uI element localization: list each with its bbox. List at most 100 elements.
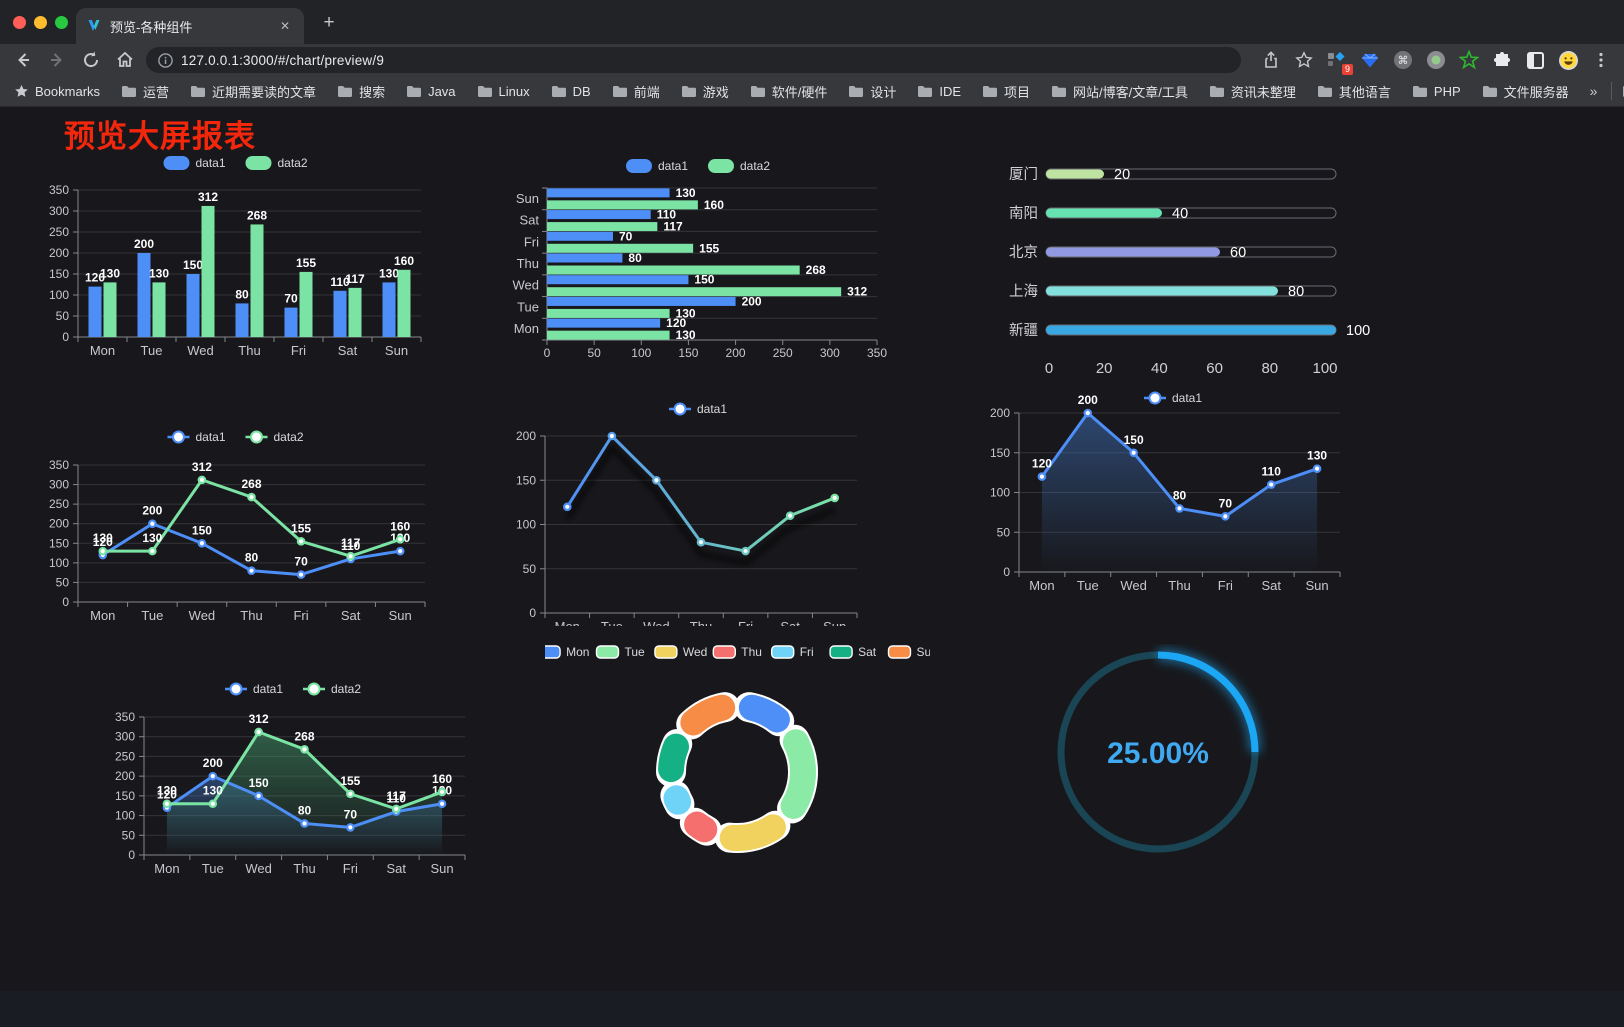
data-point bbox=[197, 475, 207, 485]
close-window-button[interactable] bbox=[13, 16, 26, 29]
value-label: 155 bbox=[340, 774, 360, 788]
folder-icon bbox=[1482, 85, 1497, 97]
bookmark-star-icon[interactable] bbox=[1291, 48, 1317, 72]
bookmark-folder[interactable]: 网站/博客/文章/工具 bbox=[1051, 82, 1188, 101]
value-label: 130 bbox=[1307, 449, 1327, 463]
x-tick-label: 300 bbox=[820, 346, 840, 360]
x-tick-label: 150 bbox=[678, 346, 698, 360]
legend-item[interactable]: data1 bbox=[163, 156, 226, 170]
legend-item[interactable]: Mon bbox=[537, 645, 589, 659]
line-series: 130 130 312 268 155 117 160 bbox=[93, 460, 411, 561]
data-point bbox=[346, 789, 355, 799]
legend-item[interactable]: Wed bbox=[654, 645, 707, 659]
bookmark-folder-label: 网站/博客/文章/工具 bbox=[1073, 84, 1188, 100]
bar bbox=[547, 188, 670, 198]
bookmark-folder[interactable]: 项目 bbox=[982, 82, 1030, 101]
bookmark-folder-label: 项目 bbox=[1004, 84, 1031, 100]
legend-label: data2 bbox=[740, 159, 770, 173]
bookmark-folder[interactable]: 近期需要读的文章 bbox=[190, 82, 316, 101]
sidebar-panel-icon[interactable] bbox=[1522, 48, 1548, 72]
value-label: 312 bbox=[198, 190, 218, 204]
bar bbox=[547, 318, 661, 328]
extension-tampermonkey-icon[interactable]: 9 bbox=[1324, 48, 1353, 75]
bookmark-folder[interactable]: 搜索 bbox=[337, 82, 385, 101]
bookmarks-overflow-chevron[interactable]: » bbox=[1589, 83, 1598, 99]
extension-gem-icon[interactable] bbox=[1357, 48, 1383, 72]
legend-item[interactable]: data2 bbox=[708, 159, 770, 173]
bookmark-folder[interactable]: 文件服务器 bbox=[1482, 82, 1569, 101]
zoom-window-button[interactable] bbox=[55, 16, 68, 29]
y-tick-label: 50 bbox=[56, 575, 70, 589]
value-label: 150 bbox=[1124, 433, 1144, 447]
legend-item[interactable]: Thu bbox=[712, 645, 762, 659]
legend-item[interactable]: data1 bbox=[669, 402, 727, 416]
legend-item[interactable]: Sun bbox=[887, 645, 938, 659]
legend-item[interactable]: data2 bbox=[245, 430, 304, 444]
bookmarks-manager[interactable]: Bookmarks bbox=[14, 84, 100, 99]
legend-item[interactable]: Sat bbox=[829, 645, 877, 659]
data-point bbox=[148, 519, 157, 529]
extension-dot-icon[interactable] bbox=[1423, 48, 1449, 72]
browser-tab[interactable]: 预览-各种组件 ✕ bbox=[76, 8, 304, 44]
bookmark-folder[interactable]: 软件/硬件 bbox=[750, 82, 827, 101]
forward-button[interactable] bbox=[44, 47, 70, 73]
line-series bbox=[562, 431, 840, 567]
bookmark-folder[interactable]: Java bbox=[406, 84, 456, 99]
value-label: 70 bbox=[294, 555, 308, 569]
extension-command-icon[interactable]: ⌘ bbox=[1390, 48, 1416, 72]
bookmark-folder[interactable]: DB bbox=[551, 84, 591, 99]
bookmark-folder[interactable]: PHP bbox=[1412, 84, 1461, 99]
address-bar[interactable]: 127.0.0.1:3000/#/chart/preview/9 bbox=[146, 47, 1241, 73]
legend-item[interactable]: Fri bbox=[770, 645, 814, 659]
legend-item[interactable]: data2 bbox=[245, 156, 308, 170]
bookmark-folder[interactable]: 游戏 bbox=[681, 82, 729, 101]
legend-item[interactable]: data1 bbox=[167, 430, 226, 444]
bookmark-folder[interactable]: 前端 bbox=[612, 82, 660, 101]
data-point bbox=[1312, 464, 1322, 473]
bookmark-folder[interactable]: 运营 bbox=[121, 82, 169, 101]
bookmark-folder[interactable]: 资讯未整理 bbox=[1209, 82, 1296, 101]
data-point bbox=[254, 791, 263, 801]
legend-item[interactable]: data1 bbox=[626, 159, 688, 173]
browser-menu-icon[interactable] bbox=[1588, 48, 1614, 72]
tab-title: 预览-各种组件 bbox=[110, 19, 193, 35]
tab-close-icon[interactable]: ✕ bbox=[279, 19, 291, 33]
site-info-icon[interactable] bbox=[158, 52, 173, 68]
new-tab-button[interactable]: + bbox=[323, 12, 335, 33]
bookmark-folder[interactable]: IDE bbox=[917, 84, 961, 99]
x-tick-label: Mon bbox=[555, 619, 580, 626]
progress-fill bbox=[1046, 208, 1162, 218]
y-tick-label: 200 bbox=[49, 517, 69, 531]
home-button[interactable] bbox=[112, 47, 138, 73]
y-tick-label: 350 bbox=[115, 710, 135, 724]
value-label: 80 bbox=[298, 803, 312, 817]
legend-item[interactable]: data1 bbox=[1144, 391, 1202, 405]
extensions-puzzle-icon[interactable] bbox=[1489, 48, 1515, 72]
extension-green-star-icon[interactable] bbox=[1456, 48, 1482, 72]
data-point bbox=[437, 787, 447, 797]
bookmark-folder-list: 运营 近期需要读的文章 搜索 Java Linux DB 前端 游戏 软件/硬件 设计 IDE 项目 网… bbox=[121, 82, 1590, 101]
row-label: 北京 bbox=[1009, 244, 1038, 261]
x-tick-label: Sat bbox=[1261, 578, 1281, 593]
value-label: 117 bbox=[341, 536, 361, 550]
data-point bbox=[1129, 448, 1138, 458]
value-label: 120 bbox=[1032, 457, 1052, 471]
reload-button[interactable] bbox=[78, 47, 104, 73]
bookmark-folder[interactable]: 其他语言 bbox=[1317, 82, 1391, 101]
bookmark-folder[interactable]: Linux bbox=[477, 84, 530, 99]
folder-icon bbox=[407, 85, 422, 97]
emoji-extension-icon[interactable] bbox=[1555, 48, 1581, 72]
back-button[interactable] bbox=[10, 47, 36, 73]
legend-item[interactable]: data2 bbox=[303, 682, 361, 696]
value-label: 100 bbox=[1346, 323, 1370, 339]
legend-item[interactable]: data1 bbox=[225, 682, 283, 696]
minimize-window-button[interactable] bbox=[34, 16, 47, 29]
legend-label: Fri bbox=[800, 645, 814, 659]
legend-item[interactable]: Tue bbox=[595, 645, 646, 659]
bookmark-folder[interactable]: 设计 bbox=[848, 82, 896, 101]
share-icon[interactable] bbox=[1258, 48, 1284, 72]
bar bbox=[547, 243, 694, 253]
bar bbox=[547, 231, 613, 241]
y-tick-label: 0 bbox=[62, 595, 69, 609]
data-point bbox=[785, 511, 795, 520]
